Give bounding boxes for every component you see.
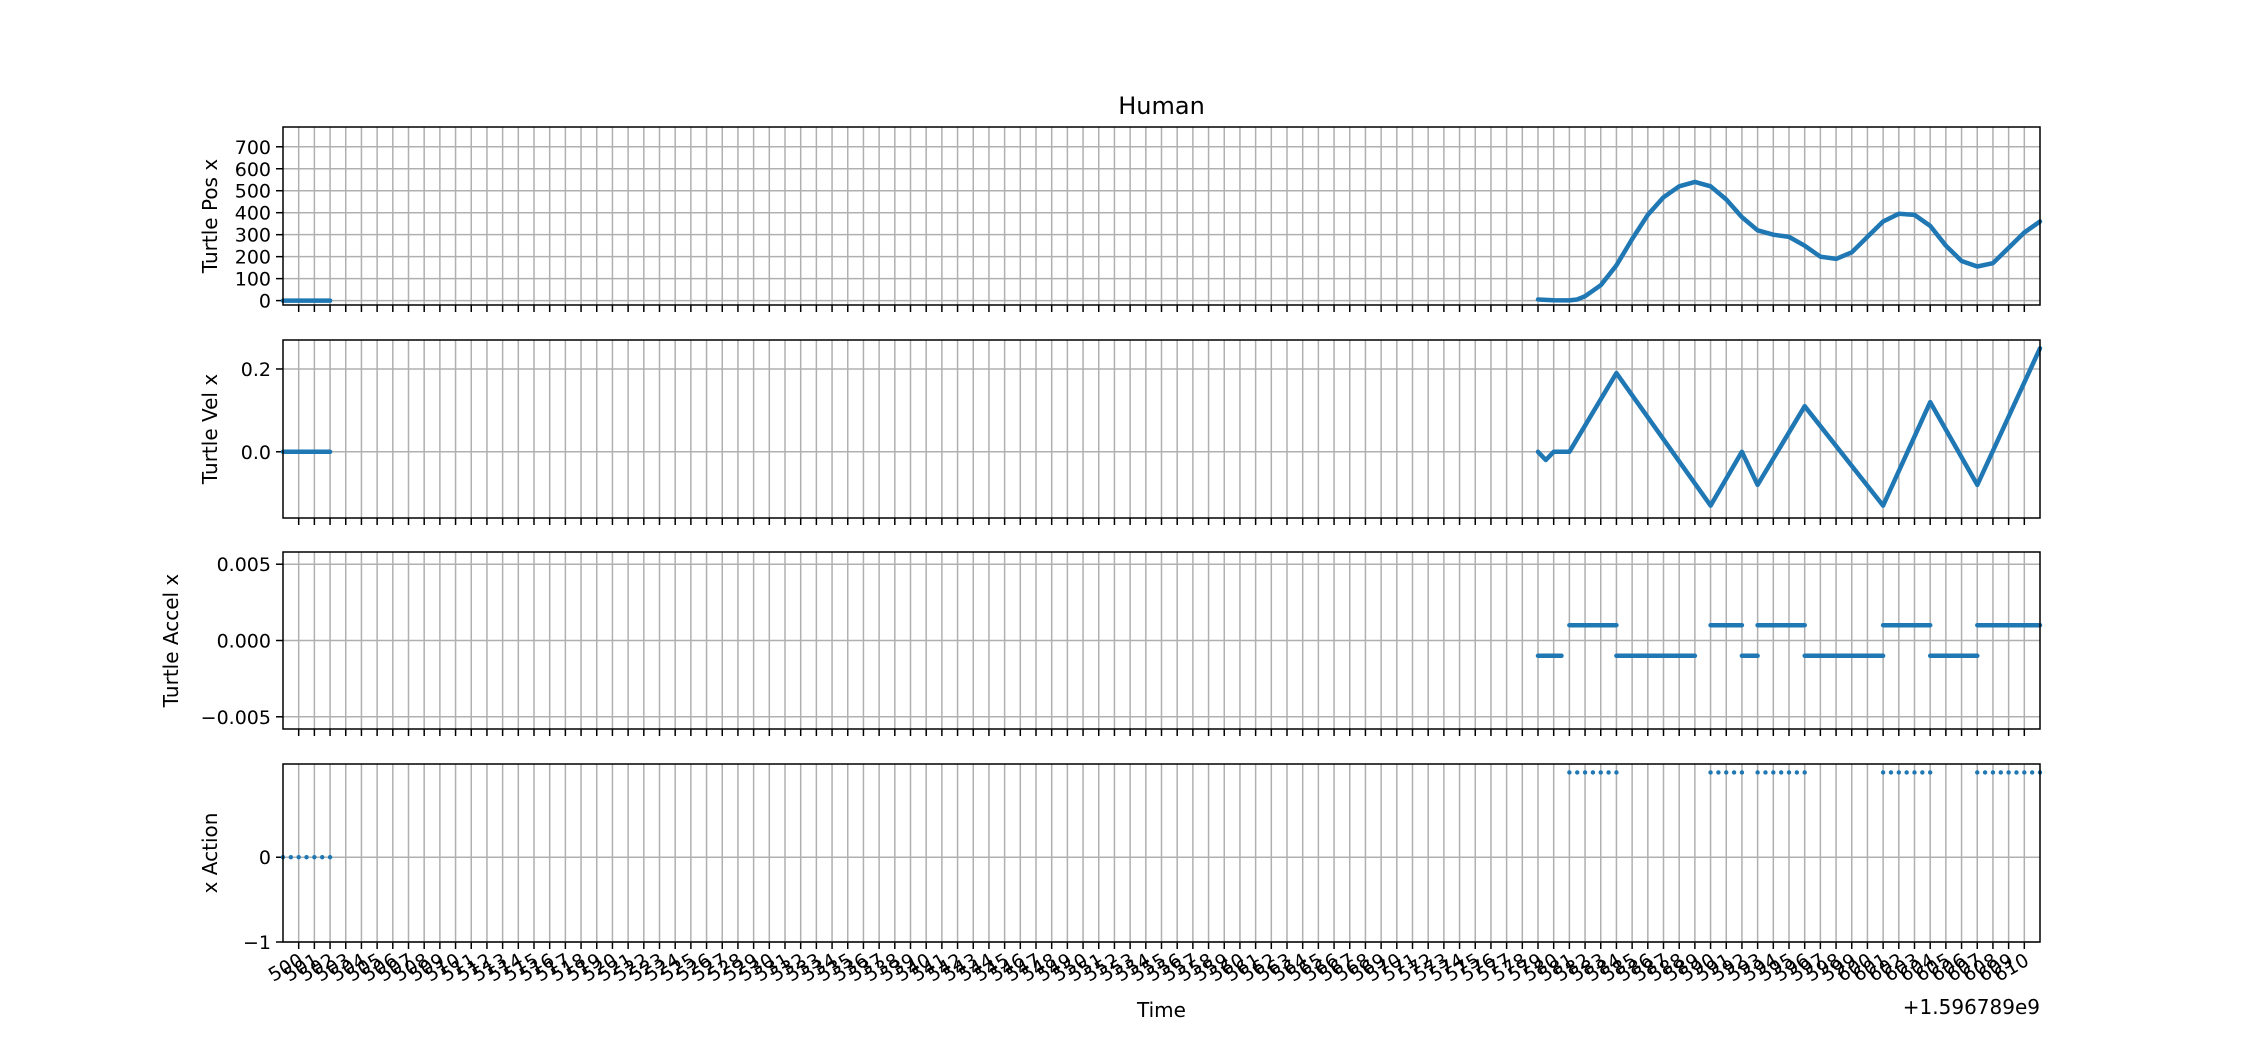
data-point <box>320 855 325 860</box>
series-line <box>1535 179 2043 303</box>
data-point <box>1927 770 1933 775</box>
y-tick-label: 400 <box>235 203 271 225</box>
y-tick-label: −0.005 <box>201 707 271 729</box>
data-point <box>1739 770 1745 775</box>
subplot-4: 0 −1 x Action <box>198 763 2043 954</box>
data-point <box>312 855 317 860</box>
data-point <box>1716 770 1721 775</box>
data-point <box>1920 770 1925 775</box>
data-point <box>1912 770 1917 775</box>
data-point <box>1731 770 1737 775</box>
data-point <box>1982 770 1988 775</box>
data-point <box>2029 770 2035 775</box>
data-point <box>1763 770 1768 775</box>
y-tick-label: 100 <box>235 269 271 291</box>
data-point <box>2006 770 2011 775</box>
data-point <box>1708 770 1713 775</box>
y-tick-label: 700 <box>235 137 271 159</box>
x-axis-label: Time <box>1136 998 1186 1022</box>
chart-title: Human <box>1118 92 1205 120</box>
data-point <box>1575 770 1580 775</box>
y-axis-label: Turtle Pos x <box>198 159 222 275</box>
subplot-3: 0.005 0.000 −0.005 Turtle Accel x <box>159 551 2043 736</box>
data-point <box>304 855 309 860</box>
y-axis-label: Turtle Vel x <box>198 374 222 485</box>
data-point <box>1998 770 2003 775</box>
data-point <box>2014 770 2019 775</box>
x-axis-offset-label: +1.596789e9 <box>1903 995 2040 1019</box>
y-tick-label: 0.000 <box>217 631 271 653</box>
data-point <box>288 855 294 860</box>
y-tick-label: 600 <box>235 159 271 181</box>
axes-frame <box>282 763 2041 943</box>
y-axis-label: x Action <box>198 813 222 894</box>
data-point <box>327 855 333 860</box>
data-point <box>1802 770 1807 775</box>
axes-frame <box>282 126 2041 306</box>
data-point <box>2022 770 2027 775</box>
y-tick-label: 0.0 <box>241 442 271 464</box>
data-point <box>1724 770 1729 775</box>
data-point <box>1582 770 1588 775</box>
y-tick-label: −1 <box>243 932 271 954</box>
data-point <box>1590 770 1596 775</box>
series-line <box>1535 346 2043 508</box>
y-axis-label: Turtle Accel x <box>159 574 183 709</box>
y-tick-label: 0.005 <box>217 554 271 576</box>
data-point <box>1880 770 1886 775</box>
data-point <box>296 855 301 860</box>
subplot-2: 0.0 0.2 Turtle Vel x <box>198 339 2043 525</box>
data-point <box>1975 770 1980 775</box>
y-tick-label: 300 <box>235 225 271 247</box>
data-point <box>1786 770 1792 775</box>
data-point <box>1896 770 1902 775</box>
y-tick-label: 200 <box>235 247 271 269</box>
data-point <box>1567 770 1572 775</box>
y-tick-label: 500 <box>235 181 271 203</box>
axes-frame <box>282 551 2041 730</box>
data-point <box>1794 770 1800 775</box>
data-point <box>1888 770 1894 775</box>
axes-frame <box>282 339 2041 519</box>
y-tick-label: 0 <box>259 291 271 313</box>
y-tick-label: 0 <box>259 847 271 869</box>
data-point <box>1614 770 1619 775</box>
y-tick-label: 0.2 <box>241 359 271 381</box>
data-point <box>1606 770 1611 775</box>
data-point <box>1990 770 1996 775</box>
data-point <box>1598 770 1603 775</box>
data-point <box>1778 770 1784 775</box>
data-point <box>1904 770 1909 775</box>
x-tick-labels: 5005015025035045055065075085095105115125… <box>265 949 2033 986</box>
data-point <box>1771 770 1776 775</box>
data-point <box>1755 770 1760 775</box>
